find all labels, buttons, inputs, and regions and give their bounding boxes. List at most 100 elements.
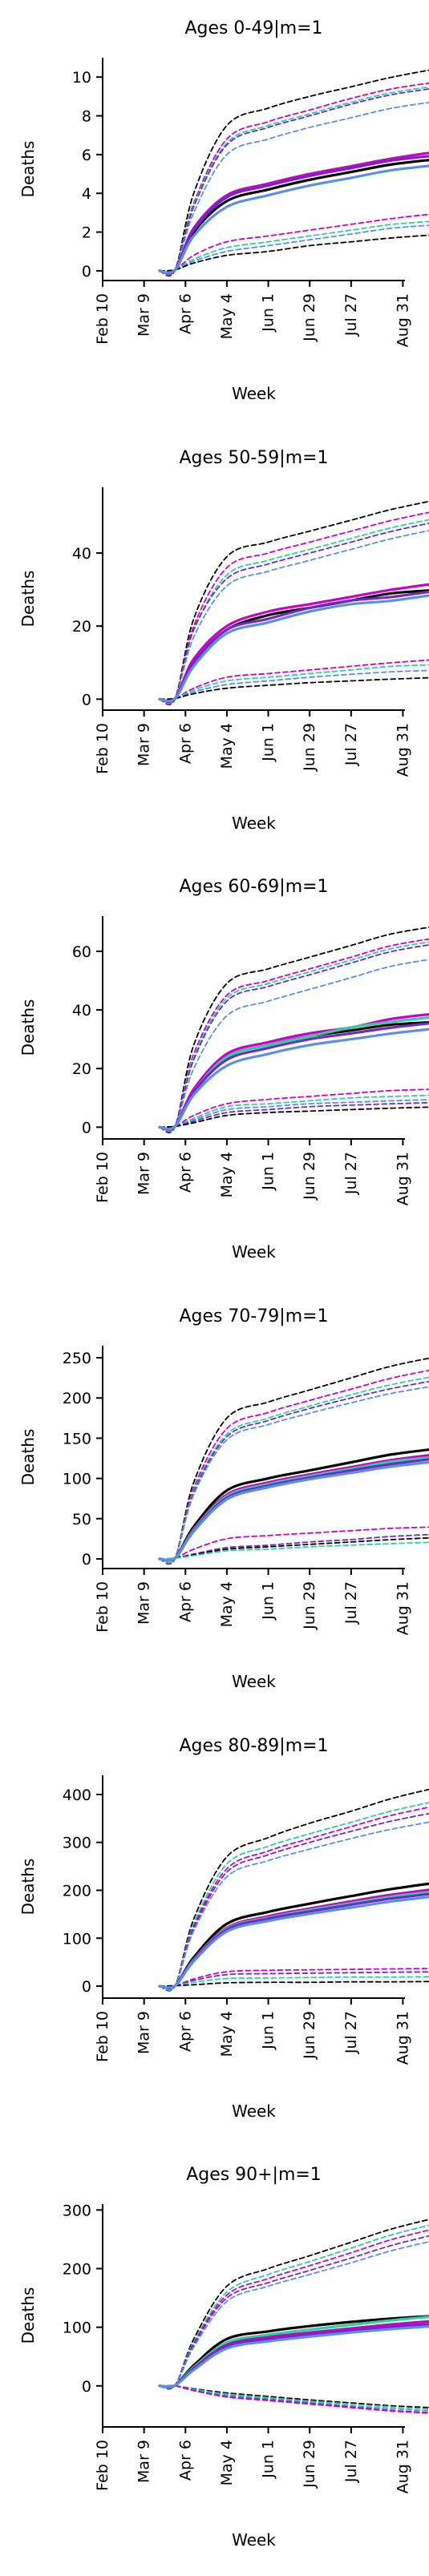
x-tick-label: Jun 29 (301, 293, 318, 342)
series-line-4 (158, 1028, 429, 1131)
x-tick-label: Feb 10 (94, 293, 111, 345)
chart-title: Ages 60-69|m=1 (179, 877, 328, 897)
x-tick-label: May 4 (218, 1581, 236, 1627)
series-line-14 (159, 1106, 429, 1129)
y-tick-label: 0 (82, 2378, 91, 2396)
series-line-7 (159, 1376, 429, 1565)
series-line-12 (159, 234, 429, 272)
x-tick-label: Feb 10 (94, 2011, 111, 2062)
y-tick-label: 20 (72, 1061, 91, 1079)
chart-title: Ages 70-79|m=1 (179, 1306, 328, 1326)
series-line-7 (159, 88, 429, 276)
series-line-13 (159, 1980, 429, 1987)
x-tick-label: Feb 10 (94, 1152, 111, 1203)
chart-panel-3: Ages 70-79|m=1 0 50 100 150 200 250 Feb 10 Mar 9… (18, 1306, 429, 1691)
y-tick-label: 100 (63, 2320, 91, 2337)
x-tick-label: Feb 10 (94, 1581, 111, 1633)
x-tick-label: Apr 6 (176, 723, 194, 764)
x-tick-label: Jun 29 (301, 1152, 318, 1201)
y-tick-label: 300 (63, 1834, 91, 1851)
series-line-5 (159, 2219, 429, 2390)
x-tick-label: Feb 10 (94, 2440, 111, 2491)
y-tick-label: 250 (63, 1350, 91, 1367)
y-tick-label: 300 (63, 2203, 91, 2220)
series-line-10 (159, 664, 429, 701)
y-axis-label: Deaths (18, 1858, 38, 1915)
x-axis-label: Week (232, 2102, 276, 2121)
y-tick-label: 6 (82, 147, 91, 164)
x-tick-label: Jun 29 (301, 1581, 318, 1630)
x-axis-label: Week (232, 2530, 276, 2550)
chart-title: Ages 90+|m=1 (186, 2165, 322, 2185)
chart-title: Ages 80-89|m=1 (179, 1736, 328, 1756)
x-tick-label: Mar 9 (136, 1581, 153, 1625)
y-axis-label: Deaths (18, 1429, 38, 1486)
x-axis-label: Week (232, 384, 276, 403)
x-tick-label: Jul 27 (342, 293, 360, 337)
y-tick-label: 100 (63, 1930, 91, 1948)
y-tick-label: 200 (63, 2261, 91, 2279)
x-tick-label: Jun 29 (301, 2440, 318, 2489)
x-tick-label: Aug 31 (394, 2011, 411, 2065)
series-line-8 (159, 529, 429, 704)
series-line-2 (158, 1456, 429, 1562)
chart-panel-4: Ages 80-89|m=1 0 100 200 300 400 Feb 10 Mar 9 Ap… (18, 1736, 429, 2121)
series-line-3 (158, 164, 429, 274)
y-axis-label: Deaths (18, 570, 38, 627)
y-tick-label: 0 (82, 263, 91, 281)
y-tick-label: 400 (63, 1787, 91, 1804)
series-line-12 (159, 1536, 429, 1560)
x-tick-label: Mar 9 (136, 293, 153, 337)
x-tick-label: Aug 31 (394, 293, 411, 347)
series-line-10 (159, 1088, 429, 1129)
x-tick-label: Apr 6 (176, 1581, 194, 1622)
x-tick-label: Aug 31 (394, 1581, 411, 1635)
y-tick-label: 10 (72, 69, 91, 87)
series-line-5 (159, 1357, 429, 1565)
y-tick-label: 2 (82, 224, 91, 242)
y-tick-label: 20 (72, 618, 91, 636)
x-tick-label: Mar 9 (136, 1152, 153, 1195)
x-tick-label: Aug 31 (394, 723, 411, 777)
series-line-4 (159, 500, 429, 705)
series-line-13 (159, 1102, 429, 1129)
series-line-8 (159, 1380, 429, 1565)
series-line-14 (159, 2384, 429, 2415)
x-tick-label: Jun 29 (301, 2011, 318, 2060)
series-line-4 (158, 1895, 429, 1989)
y-tick-label: 200 (63, 1390, 91, 1407)
y-tick-label: 0 (82, 1978, 91, 1996)
series-line-1 (158, 151, 429, 275)
x-tick-label: Mar 9 (136, 2011, 153, 2054)
x-tick-label: May 4 (218, 293, 236, 339)
x-tick-label: Mar 9 (136, 723, 153, 766)
x-tick-label: Aug 31 (394, 2440, 411, 2493)
x-tick-label: Jul 27 (342, 723, 360, 766)
y-tick-label: 40 (72, 1002, 91, 1019)
x-tick-label: Mar 9 (136, 2440, 153, 2483)
x-tick-label: Jul 27 (342, 2440, 360, 2483)
x-axis-label: Week (232, 1242, 276, 1262)
series-line-3 (158, 594, 429, 702)
x-tick-label: Jul 27 (342, 2011, 360, 2054)
series-line-6 (159, 2224, 429, 2390)
series-line-2 (158, 155, 429, 275)
x-axis-label: Week (232, 814, 276, 833)
x-tick-label: Apr 6 (176, 2011, 194, 2052)
y-tick-label: 60 (72, 943, 91, 961)
series-line-10 (159, 1526, 429, 1561)
y-axis-label: Deaths (18, 999, 38, 1056)
x-tick-label: Jul 27 (342, 1581, 360, 1625)
series-line-4 (158, 1460, 429, 1562)
x-tick-label: Jun 29 (301, 723, 318, 772)
series-line-6 (159, 939, 429, 1133)
y-tick-label: 4 (82, 185, 91, 203)
y-tick-label: 100 (63, 1471, 91, 1488)
series-line-9 (159, 1386, 429, 1564)
x-tick-label: Aug 31 (394, 1152, 411, 1205)
series-line-9 (159, 959, 429, 1133)
chart-panel-1: Ages 50-59|m=1 0 20 40 Feb 10 Mar 9 Apr 6 May 4… (18, 448, 429, 833)
x-tick-label: Jun 1 (260, 293, 277, 333)
x-axis-label: Week (232, 1672, 276, 1691)
y-tick-label: 150 (63, 1430, 91, 1447)
